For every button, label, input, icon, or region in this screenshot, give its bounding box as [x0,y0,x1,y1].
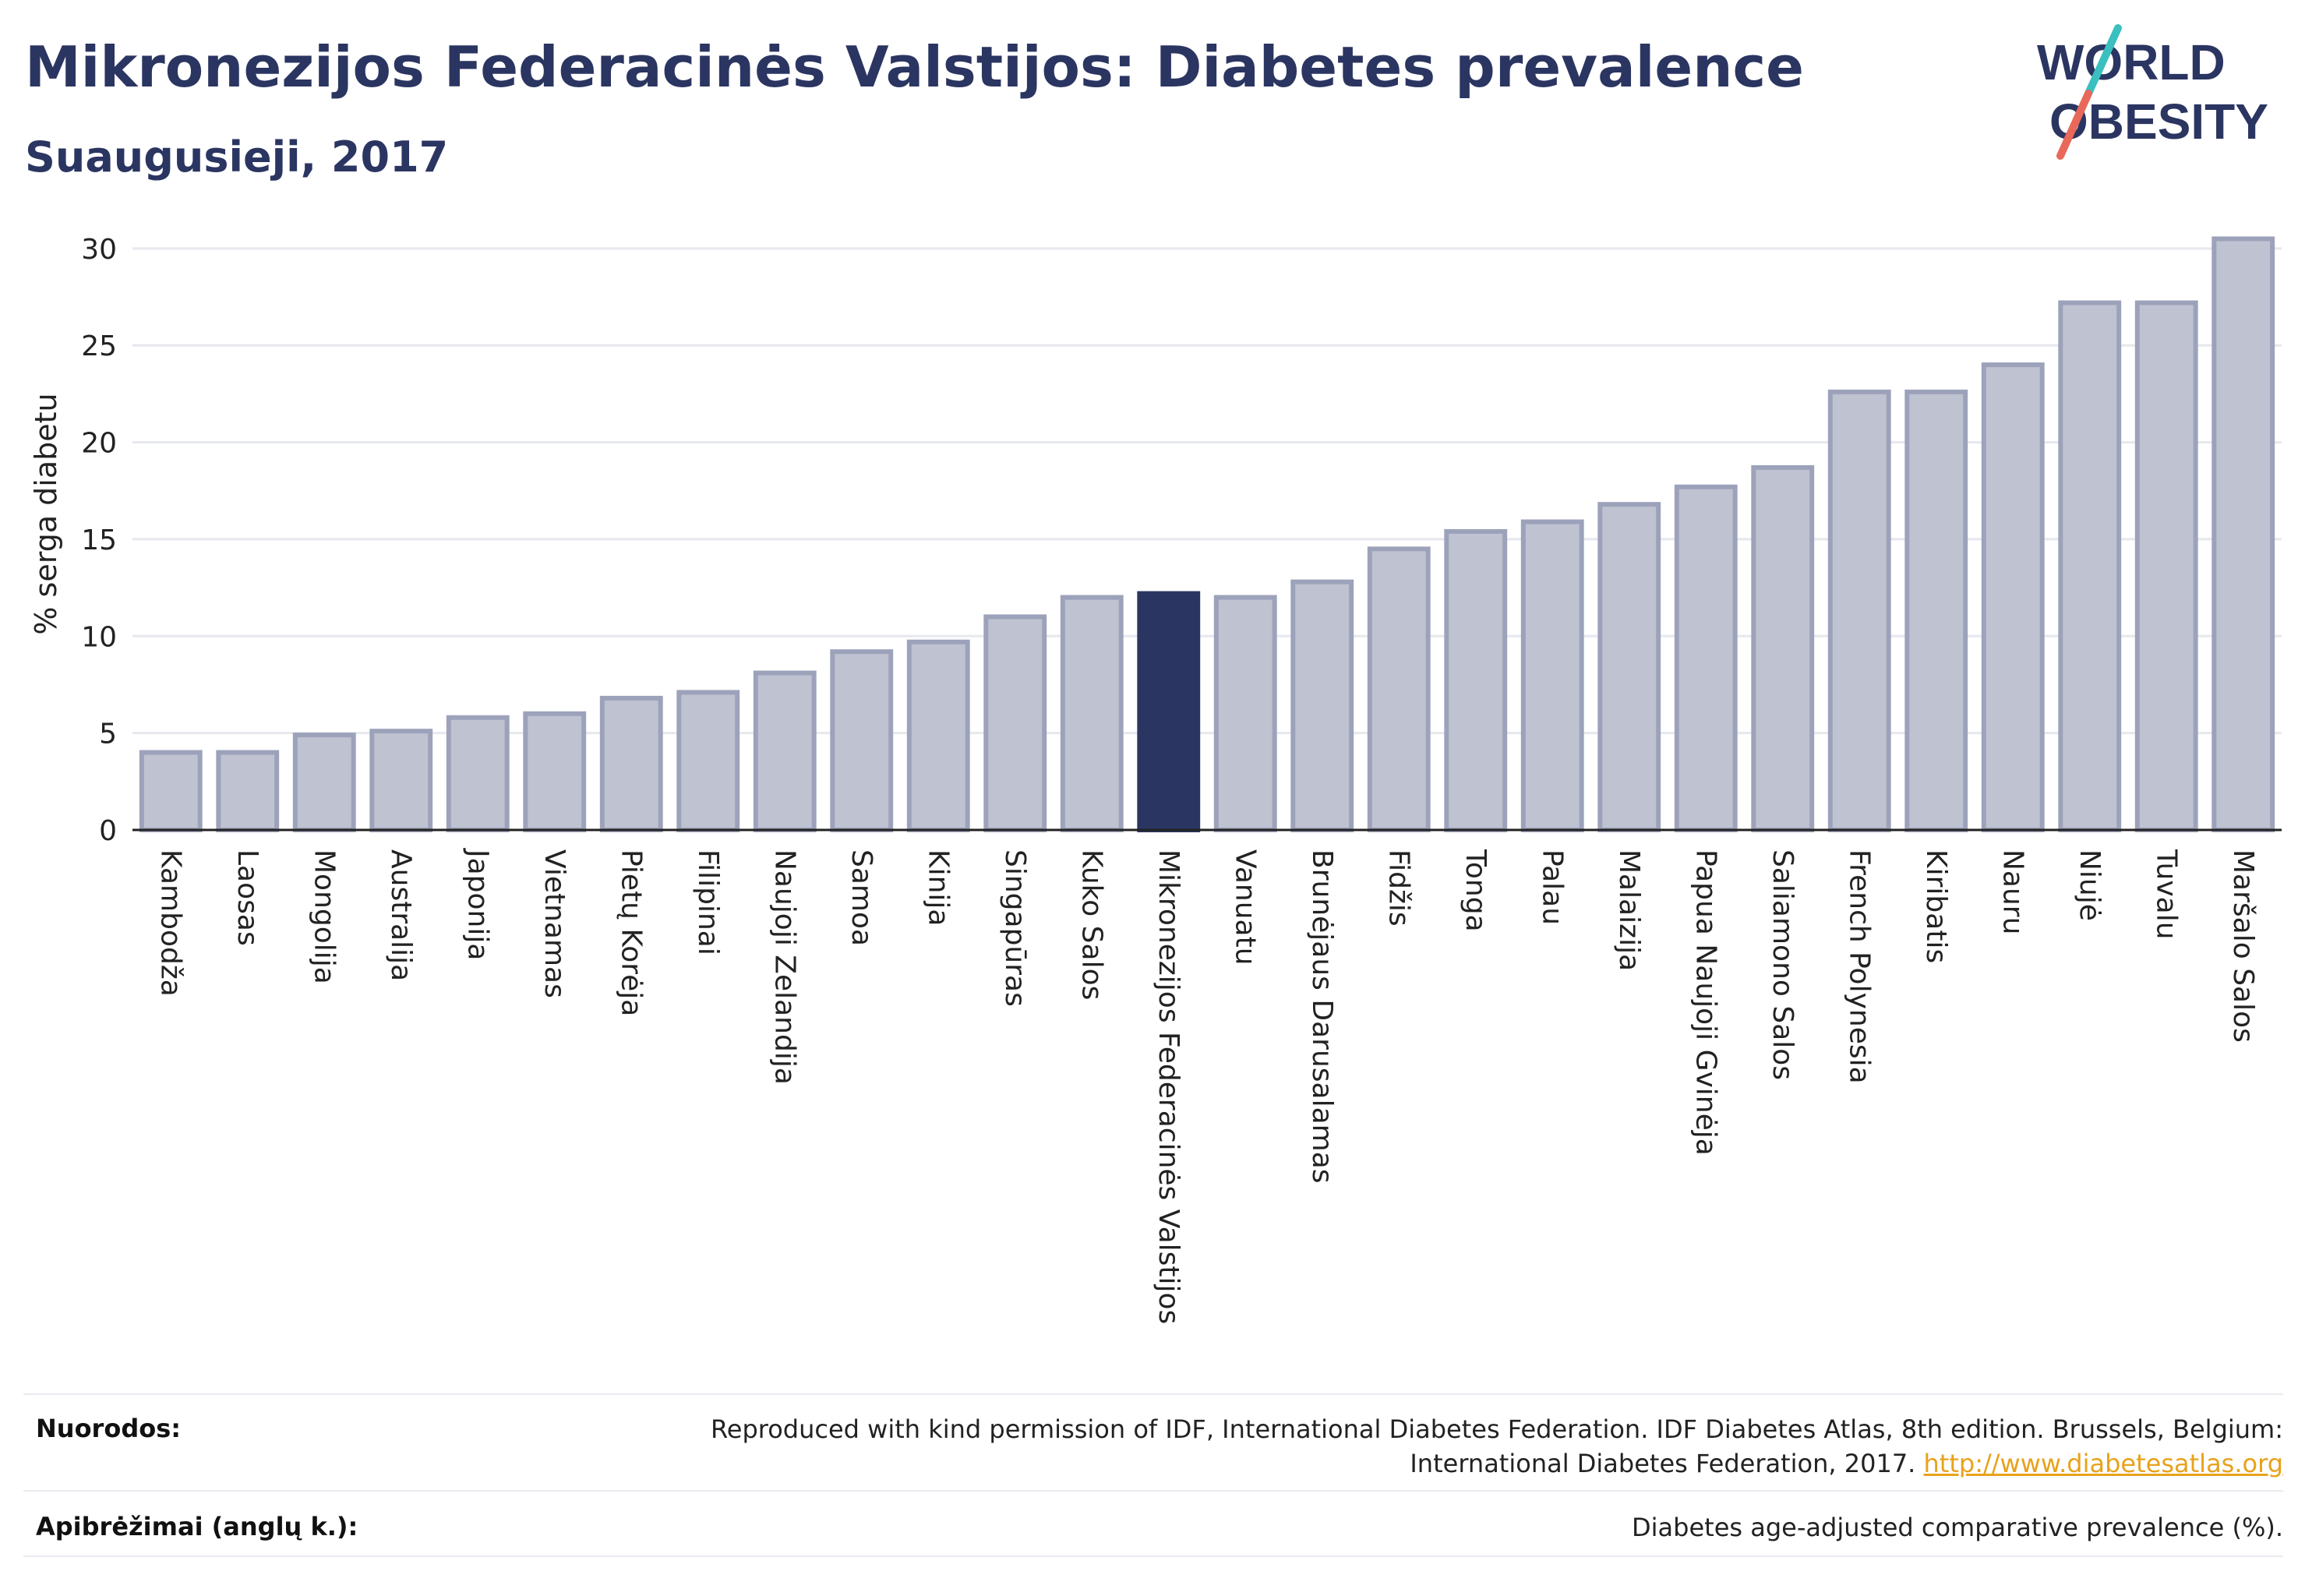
bar-niujė [2058,300,2122,832]
logo-word-world: WORLD [2037,34,2226,90]
chart-title: Mikronezijos Federacinės Valstijos: Diab… [25,34,1804,100]
references-line1: Reproduced with kind permission of IDF, … [710,1414,2283,1444]
x-tick-label: Tuvalu [2150,849,2182,940]
bars [139,236,2275,833]
references-text: Reproduced with kind permission of IDF, … [711,1412,2283,1481]
definitions-text: Diabetes age-adjusted comparative preval… [1632,1513,2283,1542]
references-line2-text: International Diabetes Federation, 2017. [1410,1449,1916,1478]
definitions-row: Apibrėžimai (anglų k.): Diabetes age-adj… [23,1510,2283,1557]
y-tick-label: 0 [99,815,117,847]
y-tick-label: 10 [81,621,117,653]
bar-kiribatis [1904,389,1968,832]
x-tick-label: Malaizija [1613,849,1645,971]
x-tick-label: Vietnamas [538,849,570,998]
x-tick-label: Kuko Salos [1075,849,1107,1000]
bar-papua-naujoji-gvinėja [1674,484,1738,832]
x-tick-label: Maršalo Salos [2227,849,2259,1043]
x-tick-label: Papua Naujoji Gvinėja [1689,849,1721,1156]
x-axis-labels: Kambodža Laosas Mongolija Australija Japonij… [154,848,2259,1324]
y-axis-label: % serga diabetu [29,393,63,634]
bar-tuvalu [2134,300,2198,832]
x-tick-label: Saliamono Salos [1767,849,1798,1080]
bar-brunėjaus-darusalamas [1290,579,1354,832]
references-link[interactable]: http://www.diabetesatlas.org [1923,1449,2283,1478]
bar-kambodža [139,750,203,832]
x-tick-label: Palau [1536,849,1568,925]
x-tick-label: Vanuatu [1229,849,1261,966]
x-tick-label: Kinija [922,849,954,927]
y-axis-ticks: 0 5 10 15 20 25 30 [81,234,117,847]
x-tick-label: Kambodža [154,849,186,997]
x-tick-label: Singapūras [999,849,1031,1007]
x-tick-label: Kiribatis [1920,849,1952,963]
bar-kuko-salos [1060,595,1124,832]
y-tick-label: 15 [81,524,117,556]
bar-filipinai [676,690,740,833]
logo-slash-bottom [2056,90,2092,160]
bar-malaizija [1597,502,1661,832]
bar-singapūras [983,614,1047,833]
x-tick-label: Fidžis [1382,849,1414,927]
logo-slash-top [2084,24,2122,97]
references-row: Nuorodos: Reproduced with kind permissio… [23,1412,2283,1490]
x-tick-label: Laosas [231,849,263,946]
x-tick-label: Mongolija [308,849,340,984]
x-tick-label: French Polynesia [1843,849,1875,1084]
bar-nauru [1981,362,2045,832]
bar-saliamono-salos [1751,464,1815,832]
y-tick-label: 5 [99,719,117,750]
x-tick-label: Australija [385,849,417,981]
x-tick-label: Pietų Korėja [615,849,647,1016]
x-tick-label: Brunėjaus Darusalamas [1306,849,1338,1184]
footer-divider-bottom [23,1555,2283,1557]
bar-mongolija [292,733,356,833]
bar-kinija [906,639,970,832]
x-tick-label: Niujė [2074,849,2106,921]
bar-vanuatu [1213,595,1277,832]
y-tick-label: 30 [81,234,117,266]
bar-naujoji-zelandija [753,670,817,832]
x-tick-label: Naujoji Zelandija [768,849,800,1085]
bar-japonija [446,715,510,833]
bar-laosas [216,750,280,832]
footer-divider-middle [23,1490,2283,1492]
bar-palau [1520,519,1584,833]
definitions-label: Apibrėžimai (anglų k.): [36,1512,358,1541]
x-tick-label: Filipinai [692,849,724,955]
references-label: Nuorodos: [36,1414,182,1443]
chart-subtitle: Suaugusieji, 2017 [25,132,449,182]
bar-samoa [830,649,894,832]
bar-fidžis [1367,546,1431,832]
x-tick-label: Samoa [845,849,877,946]
bar-pietų-korėja [599,695,663,833]
world-obesity-logo: WORLD OBESITY [2037,24,2268,160]
bar-vietnamas [523,711,587,832]
bar-tonga [1444,528,1508,833]
bar-french-polynesia [1827,389,1891,832]
footer-divider-top [23,1393,2283,1395]
bar-chart: 0 5 10 15 20 25 30 Kambodža Laosas Mongolija Aust… [29,234,2282,1324]
x-tick-label: Nauru [1996,849,2028,934]
bar-australija [369,729,433,833]
x-tick-label: Tonga [1460,849,1491,932]
x-tick-label: Mikronezijos Federacinės Valstijos [1152,849,1184,1324]
x-tick-label: Japonija [461,848,493,960]
references-line2: International Diabetes Federation, 2017.… [711,1446,2283,1481]
bar-mikronezijos-federacinės-valstijos [1137,591,1201,833]
bar-maršalo-salos [2211,236,2275,832]
y-tick-label: 25 [81,330,117,362]
y-tick-label: 20 [81,428,117,460]
